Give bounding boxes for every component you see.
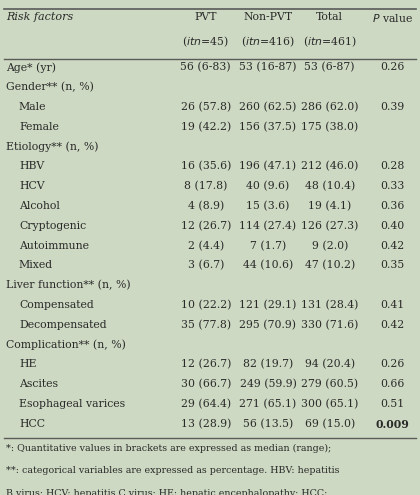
Text: 286 (62.0): 286 (62.0) (301, 102, 358, 112)
Text: 131 (28.4): 131 (28.4) (301, 300, 358, 310)
Text: HCC: HCC (19, 419, 45, 429)
Text: 300 (65.1): 300 (65.1) (301, 399, 358, 409)
Text: Ascites: Ascites (19, 379, 58, 389)
Text: 114 (27.4): 114 (27.4) (239, 221, 297, 231)
Text: Gender** (n, %): Gender** (n, %) (6, 82, 94, 93)
Text: Complication** (n, %): Complication** (n, %) (6, 340, 126, 350)
Text: HBV: HBV (19, 161, 44, 171)
Text: 7 (1.7): 7 (1.7) (250, 241, 286, 251)
Text: ($it{n}$=416): ($it{n}$=416) (241, 35, 295, 49)
Text: 279 (60.5): 279 (60.5) (301, 379, 358, 390)
Text: 249 (59.9): 249 (59.9) (239, 379, 297, 390)
Text: 44 (10.6): 44 (10.6) (243, 260, 293, 271)
Text: 35 (77.8): 35 (77.8) (181, 320, 231, 330)
Text: 0.009: 0.009 (376, 419, 410, 430)
Text: 13 (28.9): 13 (28.9) (181, 419, 231, 429)
Text: 2 (4.4): 2 (4.4) (188, 241, 224, 251)
Text: 12 (26.7): 12 (26.7) (181, 359, 231, 370)
Text: 295 (70.9): 295 (70.9) (239, 320, 297, 330)
Text: 48 (10.4): 48 (10.4) (304, 181, 355, 192)
Text: Female: Female (19, 122, 59, 132)
Text: 121 (29.1): 121 (29.1) (239, 300, 297, 310)
Text: Mixed: Mixed (19, 260, 53, 270)
Text: 0.42: 0.42 (381, 320, 405, 330)
Text: 10 (22.2): 10 (22.2) (181, 300, 231, 310)
Text: 82 (19.7): 82 (19.7) (243, 359, 293, 370)
Text: 12 (26.7): 12 (26.7) (181, 221, 231, 231)
Text: 3 (6.7): 3 (6.7) (188, 260, 224, 271)
Text: Liver function** (n, %): Liver function** (n, %) (6, 280, 131, 291)
Text: Autoimmune: Autoimmune (19, 241, 89, 250)
Text: 56 (6-83): 56 (6-83) (181, 62, 231, 73)
Text: 69 (15.0): 69 (15.0) (304, 419, 355, 429)
Text: 56 (13.5): 56 (13.5) (243, 419, 293, 429)
Text: 53 (6-87): 53 (6-87) (304, 62, 355, 73)
Text: 260 (62.5): 260 (62.5) (239, 102, 297, 112)
Text: Alcohol: Alcohol (19, 201, 60, 211)
Text: Age* (yr): Age* (yr) (6, 62, 56, 73)
Text: 126 (27.3): 126 (27.3) (301, 221, 358, 231)
Text: 40 (9.6): 40 (9.6) (247, 181, 289, 192)
Text: HCV: HCV (19, 181, 45, 191)
Text: 19 (42.2): 19 (42.2) (181, 122, 231, 132)
Text: HE: HE (19, 359, 37, 369)
Text: B virus; HCV: hepatitis C virus; HE: hepatic encephalopathy; HCC:: B virus; HCV: hepatitis C virus; HE: hep… (6, 489, 328, 495)
Text: 8 (17.8): 8 (17.8) (184, 181, 228, 192)
Text: 196 (47.1): 196 (47.1) (239, 161, 297, 172)
Text: Non-PVT: Non-PVT (244, 12, 292, 22)
Text: 47 (10.2): 47 (10.2) (304, 260, 355, 271)
Text: 15 (3.6): 15 (3.6) (246, 201, 290, 211)
Text: 0.41: 0.41 (381, 300, 405, 310)
Text: 156 (37.5): 156 (37.5) (239, 122, 297, 132)
Text: 53 (16-87): 53 (16-87) (239, 62, 297, 73)
Text: $\it{P}$ value: $\it{P}$ value (372, 12, 413, 24)
Text: ($it{n}$=45): ($it{n}$=45) (182, 35, 229, 49)
Text: **: categorical variables are expressed as percentage. HBV: hepatitis: **: categorical variables are expressed … (6, 466, 340, 475)
Text: 0.28: 0.28 (381, 161, 405, 171)
Text: 94 (20.4): 94 (20.4) (304, 359, 355, 370)
Text: Male: Male (19, 102, 46, 112)
Text: Cryptogenic: Cryptogenic (19, 221, 86, 231)
Text: Esophageal varices: Esophageal varices (19, 399, 125, 409)
Text: 0.39: 0.39 (381, 102, 405, 112)
Text: 0.33: 0.33 (381, 181, 405, 191)
Text: ($it{n}$=461): ($it{n}$=461) (303, 35, 357, 49)
Text: PVT: PVT (194, 12, 217, 22)
Text: 0.42: 0.42 (381, 241, 405, 250)
Text: 29 (64.4): 29 (64.4) (181, 399, 231, 409)
Text: 4 (8.9): 4 (8.9) (188, 201, 224, 211)
Text: 0.35: 0.35 (381, 260, 405, 270)
Text: *: Quantitative values in brackets are expressed as median (range);: *: Quantitative values in brackets are e… (6, 444, 331, 453)
Text: 0.36: 0.36 (381, 201, 405, 211)
Text: 26 (57.8): 26 (57.8) (181, 102, 231, 112)
Text: 0.66: 0.66 (381, 379, 405, 389)
Text: 212 (46.0): 212 (46.0) (301, 161, 358, 172)
Text: 0.26: 0.26 (381, 359, 405, 369)
Text: 0.40: 0.40 (381, 221, 405, 231)
Text: Risk factors: Risk factors (6, 12, 73, 22)
Text: 30 (66.7): 30 (66.7) (181, 379, 231, 390)
Text: 175 (38.0): 175 (38.0) (301, 122, 358, 132)
Text: 271 (65.1): 271 (65.1) (239, 399, 297, 409)
Text: 19 (4.1): 19 (4.1) (308, 201, 351, 211)
Text: Total: Total (316, 12, 343, 22)
Text: 0.51: 0.51 (381, 399, 405, 409)
Text: Etiology** (n, %): Etiology** (n, %) (6, 142, 99, 152)
Text: Compensated: Compensated (19, 300, 94, 310)
Text: 330 (71.6): 330 (71.6) (301, 320, 358, 330)
Text: 16 (35.6): 16 (35.6) (181, 161, 231, 172)
Text: 0.26: 0.26 (381, 62, 405, 72)
Text: Decompensated: Decompensated (19, 320, 107, 330)
Text: 9 (2.0): 9 (2.0) (312, 241, 348, 251)
